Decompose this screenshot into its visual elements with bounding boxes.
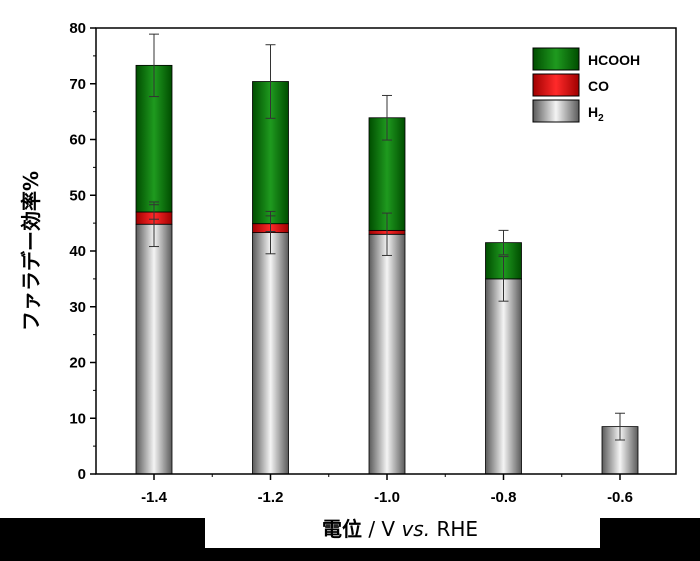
- bottom-band-right: [600, 518, 700, 548]
- y-tick-label: 70: [69, 76, 86, 93]
- x-tick-label: -1.2: [258, 489, 284, 506]
- y-tick-label: 20: [69, 355, 86, 372]
- x-axis-label-sep: / V: [362, 517, 402, 541]
- y-tick-label: 80: [69, 20, 86, 37]
- y-tick-label: 10: [69, 410, 86, 427]
- legend-label-h2: H2: [588, 104, 604, 124]
- x-axis-label-italic: vs.: [401, 517, 430, 541]
- legend-swatch-co: [532, 73, 580, 97]
- legend-label-h2-sub: 2: [598, 113, 604, 124]
- bar-h2-0: [135, 223, 173, 475]
- x-tick-label: -0.8: [491, 489, 517, 506]
- y-tick-label: 50: [69, 187, 86, 204]
- y-tick-label: 40: [69, 243, 86, 260]
- bar-h2-3: [485, 278, 522, 475]
- bar-h2-1: [252, 232, 289, 475]
- x-axis-label-end: RHE: [430, 517, 478, 541]
- y-tick-label: 0: [78, 466, 86, 483]
- x-tick-label: -1.0: [374, 489, 400, 506]
- legend-swatch-h2: [532, 99, 580, 123]
- bottom-band-left: [0, 518, 205, 548]
- legend-label-co: CO: [588, 78, 609, 94]
- x-tick-label: -0.6: [607, 489, 633, 506]
- y-tick-label: 60: [69, 132, 86, 149]
- legend-label-h2-main: H: [588, 104, 598, 120]
- bar-h2-2: [368, 233, 406, 475]
- y-tick-label: 30: [69, 299, 86, 316]
- plot-frame: [95, 27, 677, 475]
- y-axis-label: ファラデー効率%: [19, 171, 43, 331]
- bottom-band: [0, 548, 700, 561]
- legend-label-hcooh: HCOOH: [588, 52, 640, 68]
- x-tick-label: -1.4: [141, 489, 168, 506]
- legend: HCOOH CO H2: [532, 47, 640, 124]
- legend-swatch-hcooh: [532, 47, 580, 71]
- x-axis-label: 電位 / V vs. RHE: [322, 517, 478, 541]
- x-axis-label-main: 電位: [322, 517, 362, 541]
